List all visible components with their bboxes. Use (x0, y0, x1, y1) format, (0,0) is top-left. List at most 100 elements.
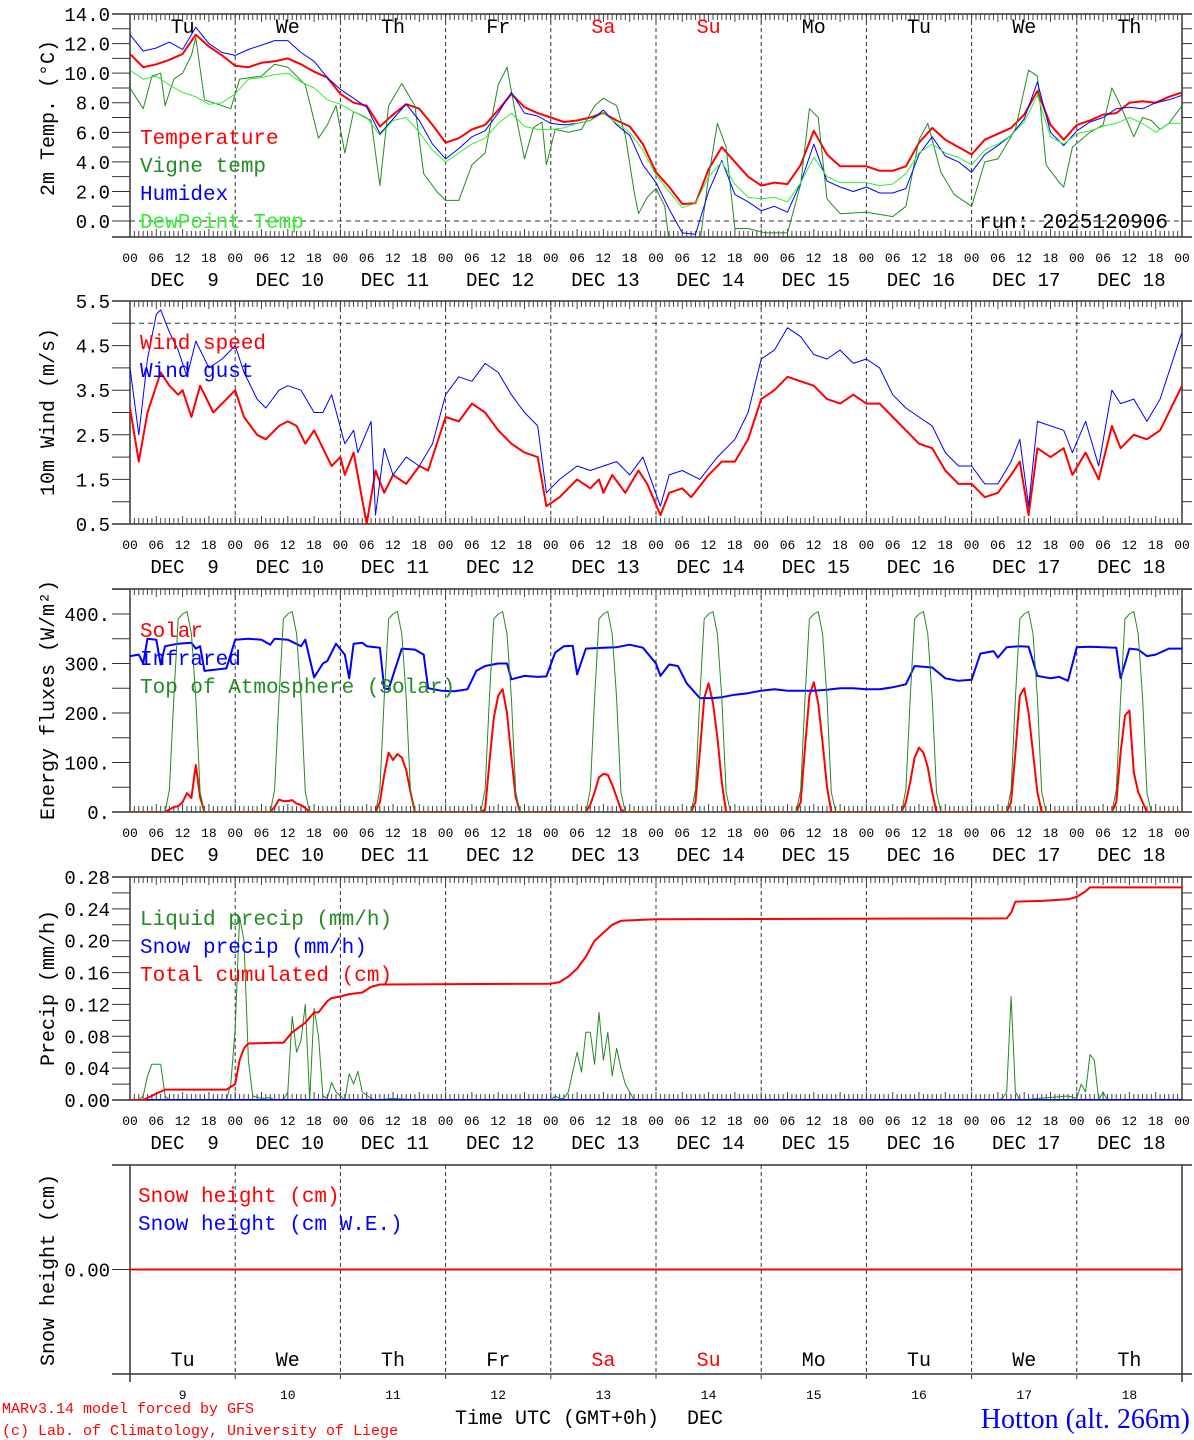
series-line-vigne-temp (130, 37, 1182, 237)
date-label: DEC 15 (782, 845, 850, 867)
x-tick-label: 18 (937, 1114, 953, 1129)
x-tick-label: 00 (753, 1114, 769, 1129)
x-tick-label: 12 (806, 251, 822, 266)
date-number: 11 (385, 1388, 401, 1403)
x-tick-label: 12 (701, 538, 717, 553)
x-tick-label: 18 (201, 826, 217, 841)
x-tick-label: 00 (648, 251, 664, 266)
x-tick-label: 18 (1148, 1114, 1164, 1129)
day-label: Th (1117, 17, 1141, 40)
panel-2: 0.5 1.5 2.5 3.5 4.5 5.5 10m Wind (m/s) Wind spe… (38, 292, 1192, 579)
date-label: DEC 18 (1097, 270, 1165, 292)
y-tick-label: 0.12 (64, 995, 110, 1017)
x-tick-label: 12 (175, 538, 191, 553)
y-tick-label: 0.0 (76, 212, 110, 234)
x-tick-label: 06 (1095, 1114, 1111, 1129)
date-label: DEC 12 (466, 557, 534, 579)
date-label: DEC 12 (466, 845, 534, 867)
x-tick-label: 12 (911, 826, 927, 841)
legend-entry: Wind gust (140, 361, 253, 384)
x-tick-label: 18 (517, 826, 533, 841)
x-tick-label: 12 (385, 826, 401, 841)
series-line-total-cumulated-cm- (130, 886, 1182, 1100)
x-tick-label: 12 (596, 1114, 612, 1129)
y-tick-label: 4.0 (76, 153, 110, 175)
x-tick-label: 00 (753, 538, 769, 553)
hour-ticks (129, 301, 1183, 524)
x-tick-label: 00 (227, 826, 243, 841)
x-tick-label: 06 (1095, 826, 1111, 841)
date-label: DEC 17 (992, 557, 1060, 579)
date-label: DEC 15 (782, 557, 850, 579)
day-label: Sa (591, 1350, 615, 1373)
x-tick-label: 06 (569, 251, 585, 266)
x-tick-label: 18 (937, 251, 953, 266)
y-axis-label: 10m Wind (m/s) (38, 328, 61, 496)
station-title: Hotton (alt. 266m) (981, 1404, 1190, 1435)
x-tick-label: 06 (569, 826, 585, 841)
legend-entry: Wind speed (140, 333, 266, 356)
x-tick-label: 18 (832, 538, 848, 553)
x-tick-label: 18 (411, 538, 427, 553)
x-tick-label: 12 (1122, 1114, 1138, 1129)
day-label: Fr (486, 17, 510, 40)
legend-entry: Liquid precip (mm/h) (140, 909, 392, 932)
x-tick-label: 00 (333, 538, 349, 553)
y-tick-label: 100. (64, 753, 110, 775)
day-label: We (1012, 1350, 1036, 1373)
x-tick-label: 12 (1016, 538, 1032, 553)
x-tick-label: 06 (464, 251, 480, 266)
x-tick-label: 06 (359, 826, 375, 841)
y-tick-label: 0.5 (76, 515, 110, 537)
day-label: Th (1117, 1350, 1141, 1373)
date-label: DEC 9 (150, 270, 218, 292)
date-label: DEC 14 (676, 270, 744, 292)
x-tick-label: 18 (832, 826, 848, 841)
series-group (130, 26, 1182, 237)
x-tick-label: 00 (1069, 538, 1085, 553)
x-tick-label: 00 (227, 1114, 243, 1129)
x-tick-label: 12 (280, 538, 296, 553)
x-tick-label: 12 (701, 826, 717, 841)
day-label: We (1012, 17, 1036, 40)
x-tick-label: 18 (1148, 826, 1164, 841)
x-tick-label: 00 (1174, 251, 1190, 266)
series-line-liquid-precip-mm-h- (130, 916, 1182, 1100)
x-tick-label: 06 (464, 538, 480, 553)
x-tick-label: 00 (227, 538, 243, 553)
x-tick-label: 12 (596, 826, 612, 841)
x-tick-label: 00 (333, 251, 349, 266)
date-label: DEC 13 (571, 557, 639, 579)
copyright-credit: (c) Lab. of Climatology, University of L… (2, 1423, 398, 1440)
date-number: 17 (1016, 1388, 1032, 1403)
date-label: DEC 9 (150, 1133, 218, 1155)
x-tick-label: 00 (227, 251, 243, 266)
y-tick-label: 200. (64, 704, 110, 726)
x-tick-label: 00 (1174, 1114, 1190, 1129)
x-tick-label: 06 (148, 1114, 164, 1129)
legend-entry: DewPoint Temp (140, 212, 304, 235)
date-label: DEC 9 (150, 845, 218, 867)
x-tick-label: 06 (359, 1114, 375, 1129)
x-tick-label: 18 (727, 1114, 743, 1129)
panel-3: 0. 100. 200. 300. 400.Energy fluxes (W/m²) So… (38, 580, 1192, 867)
x-tick-label: 12 (1016, 826, 1032, 841)
x-tick-label: 00 (753, 826, 769, 841)
x-tick-label: 18 (306, 1114, 322, 1129)
x-tick-label: 06 (674, 826, 690, 841)
y-tick-label: 10.0 (64, 64, 110, 86)
x-tick-label: 18 (832, 1114, 848, 1129)
legend-entry: Total cumulated (cm) (140, 965, 392, 988)
day-label: Th (381, 1350, 405, 1373)
day-label: Tu (907, 17, 931, 40)
x-axis-month: DEC (687, 1408, 723, 1431)
x-tick-label: 00 (1069, 826, 1085, 841)
day-label: Su (697, 1350, 721, 1373)
x-tick-label: 00 (648, 826, 664, 841)
legend-entry: Snow height (cm W.E.) (138, 1214, 403, 1237)
x-tick-label: 06 (254, 826, 270, 841)
x-tick-label: 12 (385, 538, 401, 553)
x-tick-label: 06 (780, 251, 796, 266)
series-line-solar (130, 681, 1182, 812)
